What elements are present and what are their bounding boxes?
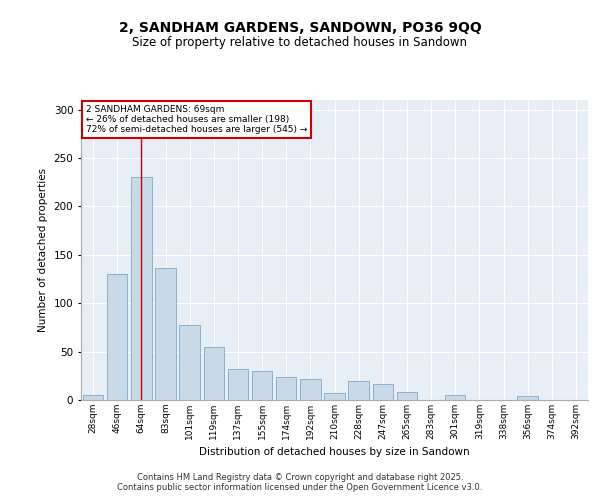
Bar xyxy=(445,395,466,400)
Bar xyxy=(83,395,103,400)
Bar xyxy=(517,396,538,400)
X-axis label: Distribution of detached houses by size in Sandown: Distribution of detached houses by size … xyxy=(199,448,470,458)
Bar xyxy=(300,378,320,400)
Bar xyxy=(179,324,200,400)
Bar xyxy=(276,377,296,400)
Bar xyxy=(324,393,345,400)
Text: Size of property relative to detached houses in Sandown: Size of property relative to detached ho… xyxy=(133,36,467,49)
Bar xyxy=(373,384,393,400)
Text: Contains HM Land Registry data © Crown copyright and database right 2025.
Contai: Contains HM Land Registry data © Crown c… xyxy=(118,473,482,492)
Text: 2 SANDHAM GARDENS: 69sqm
← 26% of detached houses are smaller (198)
72% of semi-: 2 SANDHAM GARDENS: 69sqm ← 26% of detach… xyxy=(86,104,307,134)
Bar xyxy=(252,371,272,400)
Text: 2, SANDHAM GARDENS, SANDOWN, PO36 9QQ: 2, SANDHAM GARDENS, SANDOWN, PO36 9QQ xyxy=(119,20,481,34)
Bar xyxy=(155,268,176,400)
Bar xyxy=(397,392,417,400)
Bar xyxy=(107,274,127,400)
Bar xyxy=(349,380,369,400)
Bar xyxy=(131,178,152,400)
Bar xyxy=(203,347,224,400)
Bar xyxy=(227,369,248,400)
Y-axis label: Number of detached properties: Number of detached properties xyxy=(38,168,48,332)
